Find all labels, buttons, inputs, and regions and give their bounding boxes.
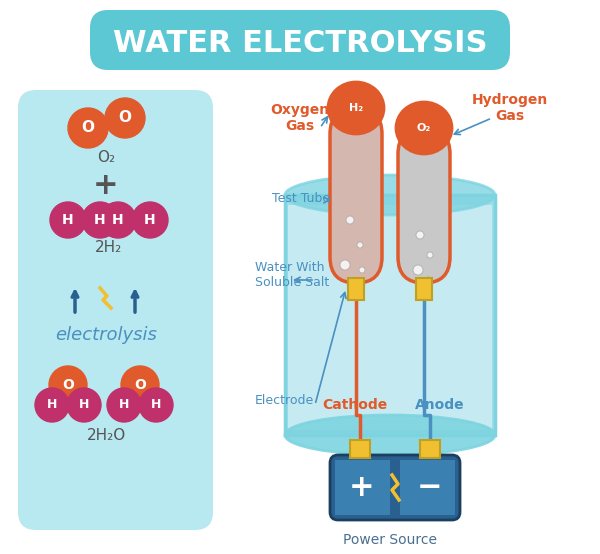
Text: Water With
Soluble Salt: Water With Soluble Salt <box>255 261 329 289</box>
Text: H: H <box>62 213 74 227</box>
Text: Anode: Anode <box>415 398 465 412</box>
Ellipse shape <box>285 175 495 215</box>
Ellipse shape <box>285 415 495 455</box>
Text: electrolysis: electrolysis <box>55 326 157 344</box>
Text: 2H₂: 2H₂ <box>95 240 122 255</box>
Circle shape <box>121 366 159 404</box>
Text: O: O <box>119 110 131 126</box>
Text: O: O <box>82 121 95 136</box>
Circle shape <box>49 366 87 404</box>
Circle shape <box>50 202 86 238</box>
Text: Test Tube: Test Tube <box>272 192 330 204</box>
Text: +: + <box>93 171 119 199</box>
Circle shape <box>132 202 168 238</box>
Bar <box>420 440 440 458</box>
Text: WATER ELECTROLYSIS: WATER ELECTROLYSIS <box>113 28 487 58</box>
Text: O: O <box>62 378 74 392</box>
Text: H: H <box>112 213 124 227</box>
Bar <box>350 440 370 458</box>
Text: H₂: H₂ <box>349 103 363 113</box>
Text: Power Source: Power Source <box>343 533 437 547</box>
Circle shape <box>340 260 350 270</box>
FancyBboxPatch shape <box>398 128 450 283</box>
Text: O: O <box>134 378 146 392</box>
Circle shape <box>425 277 431 283</box>
Text: Oxygen
Gas: Oxygen Gas <box>271 103 329 133</box>
Circle shape <box>427 252 433 258</box>
Text: H: H <box>151 398 161 412</box>
Circle shape <box>107 388 141 422</box>
Circle shape <box>357 242 363 248</box>
Bar <box>400 460 455 515</box>
Ellipse shape <box>396 102 452 154</box>
Text: H: H <box>94 213 106 227</box>
Bar <box>416 278 432 300</box>
FancyBboxPatch shape <box>18 90 213 530</box>
Text: +: + <box>349 473 375 501</box>
Circle shape <box>67 388 101 422</box>
Text: H: H <box>47 398 57 412</box>
Bar <box>335 460 390 515</box>
Circle shape <box>413 265 423 275</box>
Circle shape <box>359 267 365 273</box>
Bar <box>285 195 495 435</box>
Text: Cathode: Cathode <box>322 398 388 412</box>
Text: 2H₂O: 2H₂O <box>86 428 125 443</box>
Text: Hydrogen
Gas: Hydrogen Gas <box>472 93 548 123</box>
Text: Electrode: Electrode <box>255 393 314 407</box>
Circle shape <box>346 216 354 224</box>
FancyBboxPatch shape <box>330 455 460 520</box>
Ellipse shape <box>328 82 384 134</box>
FancyBboxPatch shape <box>90 10 510 70</box>
Circle shape <box>416 231 424 239</box>
Circle shape <box>100 202 136 238</box>
Text: H: H <box>79 398 89 412</box>
Circle shape <box>82 202 118 238</box>
Circle shape <box>68 108 108 148</box>
Circle shape <box>35 388 69 422</box>
Text: −: − <box>416 473 442 501</box>
Circle shape <box>139 388 173 422</box>
Text: O₂: O₂ <box>417 123 431 133</box>
Circle shape <box>105 98 145 138</box>
Text: O₂: O₂ <box>97 151 115 166</box>
Bar <box>288 205 492 430</box>
FancyBboxPatch shape <box>330 108 382 283</box>
Text: H: H <box>144 213 156 227</box>
Text: H: H <box>119 398 129 412</box>
Bar <box>348 278 364 300</box>
